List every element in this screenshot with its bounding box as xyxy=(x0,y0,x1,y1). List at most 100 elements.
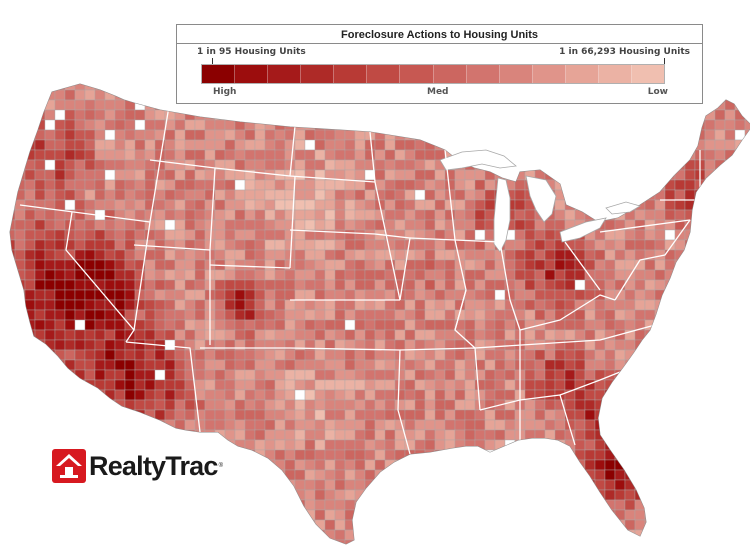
county-cell xyxy=(554,159,566,171)
county-cell xyxy=(10,499,16,511)
county-cell xyxy=(734,149,746,161)
county-cell xyxy=(104,369,116,381)
county-cell xyxy=(94,159,106,171)
county-cell xyxy=(10,399,16,411)
county-cell xyxy=(664,449,676,461)
county-cell xyxy=(24,179,36,191)
county-cell xyxy=(734,529,746,541)
county-cell xyxy=(94,109,106,121)
county-cell xyxy=(154,429,166,441)
county-cell xyxy=(634,249,646,261)
county-cell xyxy=(284,329,296,341)
county-cell xyxy=(344,259,356,271)
county-cell xyxy=(664,499,676,511)
county-cell xyxy=(124,529,136,541)
county-cell xyxy=(324,209,336,221)
county-cell xyxy=(94,399,106,411)
county-cell xyxy=(624,189,636,201)
county-cell xyxy=(724,319,736,331)
county-cell xyxy=(734,379,746,391)
county-cell xyxy=(744,509,750,521)
county-cell xyxy=(324,279,336,291)
county-cell xyxy=(304,279,316,291)
county-cell xyxy=(624,109,636,121)
county-cell xyxy=(634,129,646,141)
county-cell xyxy=(64,159,76,171)
county-cell xyxy=(444,509,456,521)
county-cell xyxy=(364,229,376,241)
county-cell xyxy=(494,429,506,441)
county-cell xyxy=(424,479,436,491)
county-cell xyxy=(374,119,386,131)
county-cell xyxy=(124,509,136,521)
county-cell xyxy=(684,259,696,271)
county-cell xyxy=(654,449,666,461)
county-cell xyxy=(374,439,386,451)
county-cell xyxy=(134,539,146,544)
county-cell xyxy=(164,509,176,521)
county-cell xyxy=(364,489,376,501)
county-cell xyxy=(434,519,446,531)
county-cell xyxy=(344,399,356,411)
county-cell xyxy=(574,139,586,151)
county-cell xyxy=(354,369,366,381)
county-cell xyxy=(674,159,686,171)
county-cell xyxy=(354,379,366,391)
county-cell xyxy=(244,379,256,391)
county-cell xyxy=(744,499,750,511)
county-cell xyxy=(224,469,236,481)
county-cell xyxy=(244,369,256,381)
county-cell xyxy=(184,329,196,341)
county-cell xyxy=(344,459,356,471)
county-cell xyxy=(264,439,276,451)
county-cell xyxy=(314,269,326,281)
county-cell xyxy=(644,169,656,181)
county-cell xyxy=(374,529,386,541)
county-cell xyxy=(304,399,316,411)
county-cell xyxy=(24,269,36,281)
county-cell xyxy=(734,539,746,544)
county-cell xyxy=(274,379,286,391)
county-cell xyxy=(54,509,66,521)
county-cell xyxy=(284,509,296,521)
county-cell xyxy=(364,199,376,211)
county-cell xyxy=(264,489,276,501)
county-cell xyxy=(324,159,336,171)
county-cell xyxy=(244,489,256,501)
county-cell xyxy=(24,129,36,141)
county-cell xyxy=(434,479,446,491)
county-cell xyxy=(84,409,96,421)
county-cell xyxy=(714,259,726,271)
county-cell xyxy=(614,509,626,521)
county-cell xyxy=(244,279,256,291)
county-cell xyxy=(194,349,206,361)
county-cell xyxy=(724,279,736,291)
county-cell xyxy=(414,519,426,531)
county-cell xyxy=(344,119,356,131)
county-cell xyxy=(404,269,416,281)
county-cell xyxy=(204,519,216,531)
county-cell xyxy=(544,329,556,341)
county-cell xyxy=(74,489,86,501)
county-cell xyxy=(234,309,246,321)
county-cell xyxy=(34,539,46,544)
county-cell xyxy=(584,249,596,261)
county-cell xyxy=(10,239,16,251)
county-cell xyxy=(454,469,466,481)
county-cell xyxy=(184,509,196,521)
county-cell xyxy=(534,479,546,491)
county-cell xyxy=(234,379,246,391)
county-cell xyxy=(164,319,176,331)
county-cell xyxy=(24,84,36,91)
county-cell xyxy=(304,469,316,481)
county-cell xyxy=(114,519,126,531)
county-cell xyxy=(234,319,246,331)
county-cell xyxy=(94,129,106,141)
county-cell xyxy=(374,329,386,341)
county-cell xyxy=(184,169,196,181)
county-cell xyxy=(744,299,750,311)
county-cell xyxy=(534,439,546,451)
county-cell xyxy=(714,449,726,461)
county-cell xyxy=(744,269,750,281)
county-cell xyxy=(584,259,596,271)
